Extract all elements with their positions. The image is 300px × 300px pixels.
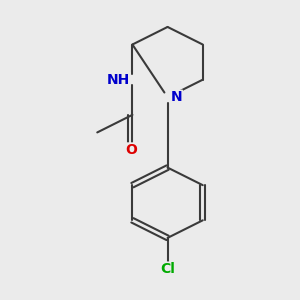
Text: NH: NH bbox=[107, 73, 130, 87]
Text: Cl: Cl bbox=[160, 262, 175, 276]
Text: O: O bbox=[125, 143, 137, 157]
Text: N: N bbox=[171, 90, 182, 104]
